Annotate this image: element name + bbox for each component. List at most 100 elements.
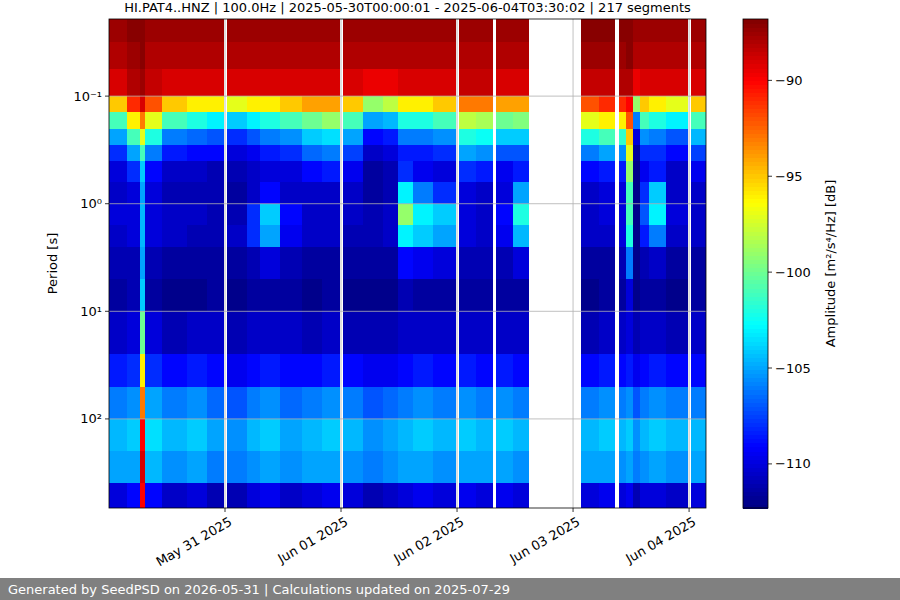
cell bbox=[162, 112, 188, 129]
grid-line bbox=[109, 203, 706, 204]
cell bbox=[513, 451, 529, 484]
cell bbox=[322, 42, 339, 70]
cell bbox=[626, 451, 634, 484]
cell bbox=[145, 182, 163, 204]
cell bbox=[633, 311, 641, 355]
cell bbox=[363, 42, 384, 70]
cell bbox=[691, 42, 706, 70]
cell bbox=[433, 483, 456, 508]
cell bbox=[496, 112, 514, 129]
colorbar-step bbox=[743, 88, 768, 93]
cell bbox=[162, 145, 188, 162]
colorbar-step bbox=[743, 92, 768, 97]
cell bbox=[496, 96, 514, 113]
cell bbox=[383, 225, 399, 247]
colorbar-step bbox=[743, 178, 768, 183]
cell bbox=[413, 161, 434, 183]
colorbar-step bbox=[743, 365, 768, 370]
cell bbox=[187, 419, 208, 452]
colorbar-step bbox=[743, 133, 768, 138]
cell bbox=[649, 483, 667, 508]
cell bbox=[619, 204, 627, 226]
cell bbox=[140, 161, 146, 183]
cell bbox=[247, 161, 261, 183]
cell bbox=[260, 419, 281, 452]
cell bbox=[227, 182, 248, 204]
colorbar-step bbox=[743, 158, 768, 163]
cell bbox=[666, 311, 688, 355]
cell bbox=[343, 145, 363, 162]
cell bbox=[633, 129, 641, 146]
colorbar-step bbox=[743, 56, 768, 61]
cell bbox=[666, 182, 688, 204]
cell bbox=[626, 204, 634, 226]
cell bbox=[513, 311, 529, 355]
cell bbox=[433, 145, 456, 162]
cell bbox=[633, 225, 641, 247]
cell bbox=[619, 419, 627, 452]
cell bbox=[581, 161, 600, 183]
cell bbox=[363, 69, 384, 97]
colorbar-step bbox=[743, 268, 768, 273]
cell bbox=[227, 451, 248, 484]
cell bbox=[398, 145, 414, 162]
cell bbox=[413, 204, 434, 226]
cell bbox=[496, 247, 514, 280]
cell bbox=[145, 354, 163, 387]
cell bbox=[581, 182, 600, 204]
colorbar-step bbox=[743, 357, 768, 362]
cell bbox=[145, 451, 163, 484]
cell bbox=[383, 387, 399, 420]
cell bbox=[398, 96, 414, 113]
cell bbox=[260, 145, 281, 162]
cell bbox=[145, 161, 163, 183]
cell bbox=[626, 354, 634, 387]
cell bbox=[459, 129, 477, 146]
cell bbox=[247, 279, 261, 312]
cell bbox=[691, 311, 706, 355]
cell bbox=[476, 161, 493, 183]
cell bbox=[433, 225, 456, 247]
cell bbox=[363, 354, 384, 387]
cell bbox=[127, 279, 141, 312]
colorbar-step bbox=[743, 105, 768, 110]
cell bbox=[343, 129, 363, 146]
colorbar-step bbox=[743, 361, 768, 366]
cell bbox=[619, 96, 627, 113]
cell bbox=[476, 419, 493, 452]
y-tick-label: 10¹ bbox=[80, 304, 102, 319]
cell bbox=[363, 419, 384, 452]
cell bbox=[207, 247, 224, 280]
cell bbox=[145, 129, 163, 146]
cell bbox=[640, 19, 650, 43]
cell bbox=[691, 161, 706, 183]
cell bbox=[476, 145, 493, 162]
cell bbox=[322, 387, 339, 420]
cell bbox=[343, 354, 363, 387]
colorbar-step bbox=[743, 500, 768, 505]
cell bbox=[459, 145, 477, 162]
cell bbox=[383, 42, 399, 70]
cell bbox=[140, 19, 146, 43]
cell bbox=[383, 419, 399, 452]
cell bbox=[207, 96, 224, 113]
colorbar-step bbox=[743, 235, 768, 240]
cell bbox=[227, 42, 248, 70]
colorbar-step bbox=[743, 484, 768, 489]
colorbar-tick bbox=[768, 463, 772, 464]
cell bbox=[649, 161, 667, 183]
cell bbox=[280, 247, 303, 280]
cell bbox=[260, 129, 281, 146]
cell bbox=[280, 69, 303, 97]
colorbar-step bbox=[743, 101, 768, 106]
cell bbox=[599, 451, 616, 484]
cell bbox=[162, 129, 188, 146]
cell bbox=[247, 354, 261, 387]
cell bbox=[343, 182, 363, 204]
cell bbox=[599, 112, 616, 129]
cell bbox=[127, 311, 141, 355]
cell bbox=[619, 112, 627, 129]
colorbar-tick-label: −95 bbox=[775, 169, 802, 184]
cell bbox=[640, 419, 650, 452]
cell bbox=[109, 182, 127, 204]
